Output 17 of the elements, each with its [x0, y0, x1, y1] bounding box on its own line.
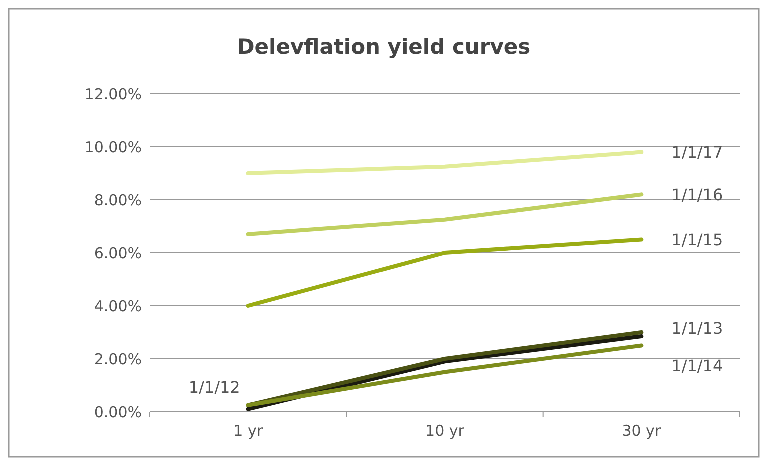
y-tick-label: 10.00%	[84, 138, 142, 156]
y-tick-label: 2.00%	[94, 350, 142, 368]
series-label: 1/1/16	[672, 185, 724, 204]
y-tick-label: 8.00%	[94, 191, 142, 210]
y-tick-label: 6.00%	[94, 244, 142, 262]
y-tick-label: 12.00%	[84, 85, 142, 104]
x-tick-label: 10 yr	[426, 422, 466, 440]
y-tick-label: 0.00%	[94, 403, 142, 422]
y-tick-label: 4.00%	[94, 297, 142, 316]
chart-title: Delevflation yield curves	[237, 35, 531, 59]
series-label: 1/1/13	[672, 319, 724, 338]
series-label: 1/1/17	[672, 142, 724, 162]
series-label: 1/1/14	[672, 356, 724, 376]
series-label: 1/1/15	[672, 230, 724, 250]
x-tick-label: 1 yr	[234, 422, 264, 440]
x-tick-label: 30 yr	[622, 422, 662, 440]
series-label: 1/1/12	[188, 378, 240, 397]
